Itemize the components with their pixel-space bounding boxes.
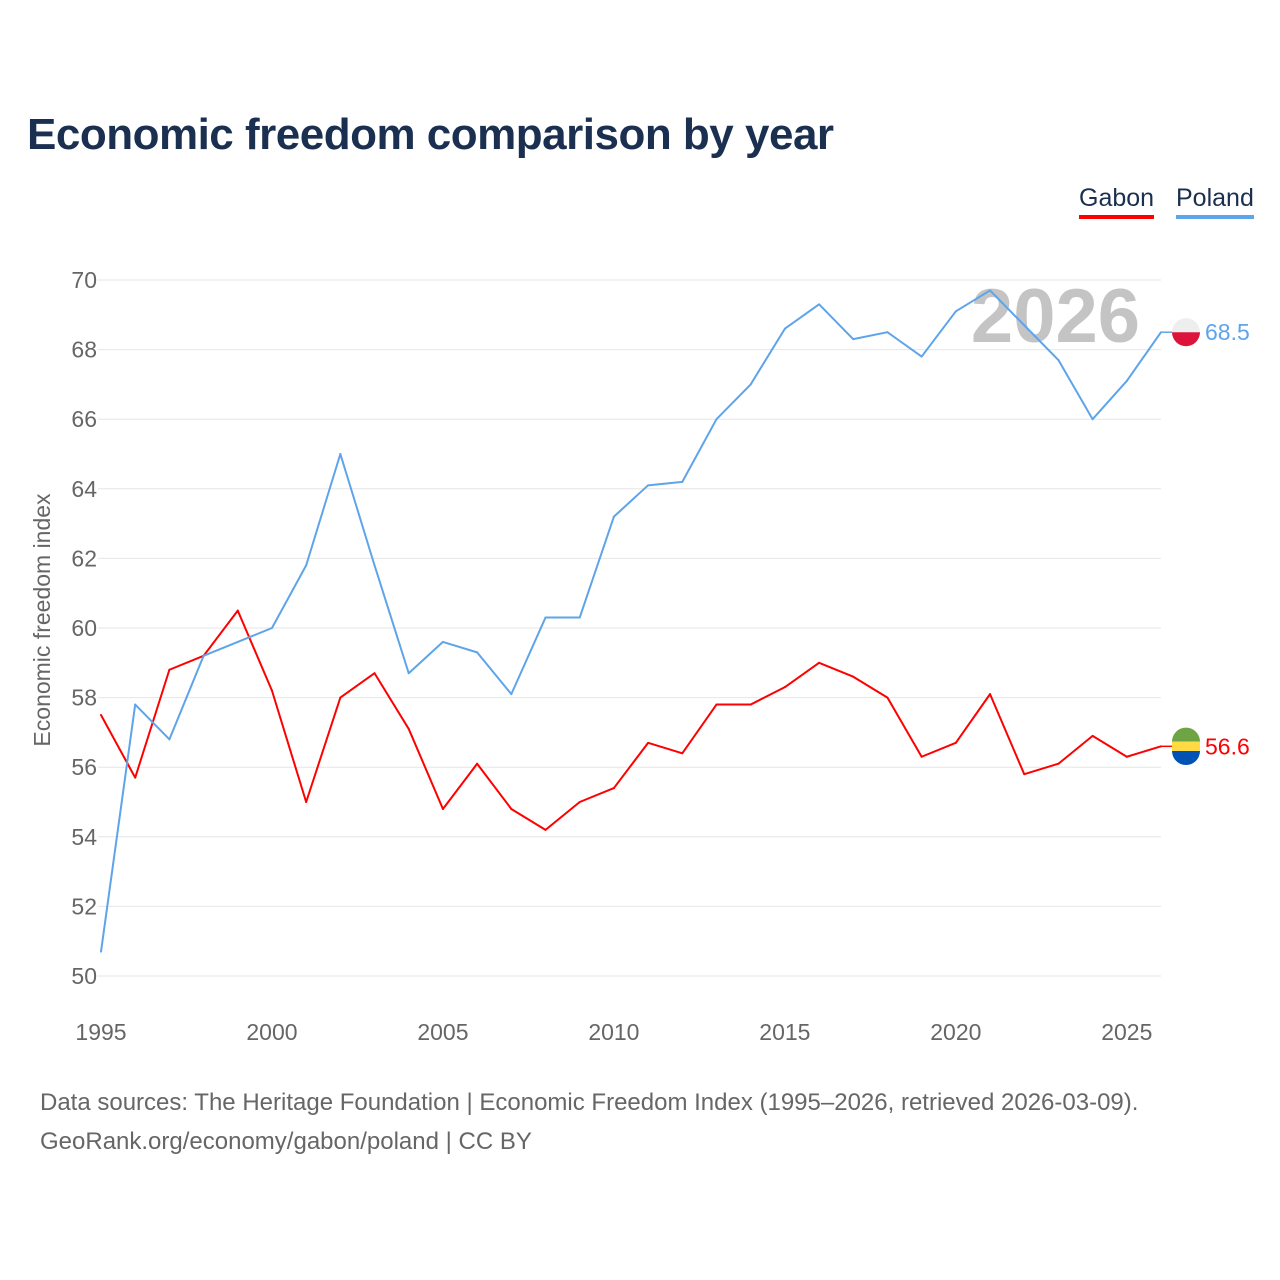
- data-point-poland: [578, 616, 581, 619]
- end-value-label-gabon: 56.6: [1205, 733, 1250, 759]
- data-point-poland: [886, 331, 889, 334]
- data-point-gabon: [715, 703, 718, 706]
- data-point-poland: [1023, 324, 1026, 327]
- data-point-gabon: [1057, 762, 1060, 765]
- legend-poland[interactable]: Poland: [1176, 184, 1254, 219]
- data-source: Data sources: The Heritage Foundation | …: [40, 1089, 1139, 1116]
- x-tick-label: 2025: [1101, 1019, 1152, 1045]
- x-tick-label: 2010: [588, 1019, 639, 1045]
- data-point-poland: [989, 289, 992, 292]
- x-tick-label: 1995: [75, 1019, 126, 1045]
- data-point-poland: [612, 515, 615, 518]
- y-tick-label: 56: [71, 754, 97, 780]
- data-point-poland: [1091, 418, 1094, 421]
- series-line-gabon: [100, 609, 1162, 831]
- data-point-poland: [270, 627, 273, 629]
- data-point-gabon: [476, 762, 479, 765]
- data-point-poland: [100, 950, 102, 953]
- data-point-poland: [954, 310, 957, 313]
- data-point-poland: [749, 383, 752, 386]
- data-point-poland: [852, 338, 855, 341]
- data-point-poland: [783, 327, 786, 330]
- y-tick-label: 62: [71, 545, 97, 571]
- data-point-gabon: [134, 776, 137, 779]
- data-point-poland: [407, 672, 410, 675]
- x-tick-label: 2000: [246, 1019, 297, 1045]
- poland-flag-icon: [1172, 318, 1200, 333]
- data-point-gabon: [989, 693, 992, 696]
- gabon-flag-icon: [1172, 751, 1200, 766]
- data-point-poland: [441, 640, 444, 643]
- data-point-poland: [305, 564, 308, 567]
- data-point-gabon: [510, 807, 513, 810]
- data-point-poland: [134, 703, 137, 706]
- data-point-poland: [202, 654, 205, 657]
- data-point-poland: [510, 693, 513, 696]
- data-point-gabon: [339, 696, 342, 699]
- data-point-gabon: [168, 668, 171, 671]
- data-point-poland: [476, 651, 479, 654]
- data-point-gabon: [749, 703, 752, 706]
- source-url: GeoRank.org/economy/gabon/poland | CC BY: [40, 1128, 532, 1155]
- data-point-poland: [681, 480, 684, 483]
- data-point-poland: [236, 640, 239, 643]
- x-tick-label: 2005: [417, 1019, 468, 1045]
- data-point-poland: [1125, 379, 1128, 382]
- data-point-gabon: [578, 801, 581, 803]
- data-point-poland: [544, 616, 547, 619]
- y-tick-label: 64: [71, 476, 97, 502]
- y-tick-label: 60: [71, 615, 97, 641]
- data-point-gabon: [886, 696, 889, 699]
- data-point-gabon: [681, 752, 684, 755]
- data-point-poland: [920, 355, 923, 358]
- data-point-gabon: [818, 661, 821, 664]
- data-point-gabon: [783, 686, 786, 689]
- data-point-gabon: [236, 609, 239, 612]
- data-point-gabon: [1125, 755, 1128, 758]
- data-point-gabon: [1091, 734, 1094, 737]
- data-point-gabon: [1023, 773, 1026, 776]
- y-axis-label: Economic freedom index: [29, 493, 55, 747]
- data-point-gabon: [544, 828, 547, 831]
- data-point-poland: [715, 418, 718, 421]
- legend-gabon[interactable]: Gabon: [1079, 184, 1155, 219]
- data-point-poland: [339, 453, 342, 455]
- data-point-poland: [1057, 359, 1060, 362]
- data-point-gabon: [612, 787, 615, 790]
- data-point-gabon: [920, 755, 923, 758]
- y-tick-label: 68: [71, 337, 97, 363]
- data-point-gabon: [100, 714, 102, 716]
- x-tick-label: 2020: [930, 1019, 981, 1045]
- data-point-gabon: [441, 807, 444, 810]
- poland-flag-icon: [1172, 332, 1200, 347]
- gabon-flag-icon: [1172, 727, 1200, 742]
- data-point-poland: [647, 484, 650, 487]
- data-point-gabon: [852, 675, 855, 678]
- y-tick-label: 54: [71, 824, 97, 850]
- y-tick-label: 66: [71, 406, 97, 432]
- end-value-label-poland: 68.5: [1205, 319, 1250, 345]
- data-point-gabon: [305, 801, 308, 803]
- data-point-poland: [373, 564, 376, 567]
- chart-title: Economic freedom comparison by year: [27, 110, 834, 159]
- gabon-flag-icon: [1172, 741, 1200, 752]
- data-point-gabon: [270, 689, 273, 692]
- y-tick-label: 58: [71, 685, 97, 711]
- data-point-gabon: [647, 741, 650, 744]
- year-watermark: 2026: [971, 274, 1140, 359]
- y-tick-label: 50: [71, 963, 97, 989]
- y-tick-label: 52: [71, 893, 97, 919]
- series-line-poland: [100, 289, 1162, 952]
- data-point-gabon: [407, 727, 410, 730]
- data-point-gabon: [954, 741, 957, 744]
- data-point-poland: [168, 738, 171, 741]
- x-tick-label: 2015: [759, 1019, 810, 1045]
- data-point-poland: [818, 303, 821, 306]
- data-point-gabon: [373, 672, 376, 675]
- y-tick-label: 70: [71, 267, 97, 293]
